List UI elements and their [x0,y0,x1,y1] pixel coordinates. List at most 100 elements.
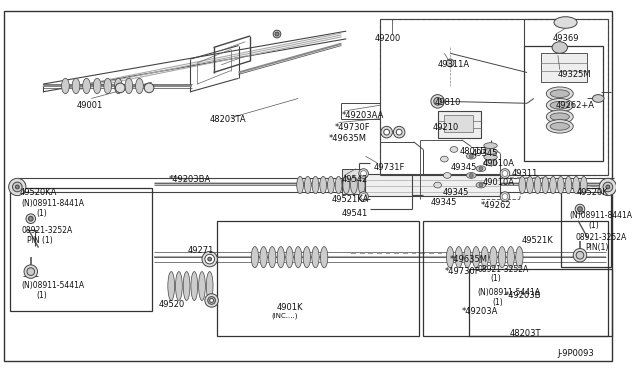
Text: 49311: 49311 [512,169,538,178]
Text: 49010A: 49010A [483,178,515,187]
Ellipse shape [115,78,122,94]
Ellipse shape [484,154,497,160]
Text: (1): (1) [492,298,503,307]
Text: 08921-3252A: 08921-3252A [575,233,627,242]
Bar [541,53,587,82]
Ellipse shape [550,90,570,97]
Ellipse shape [312,176,319,194]
Ellipse shape [335,176,342,194]
Text: 49210: 49210 [433,122,459,132]
Circle shape [446,59,454,67]
Ellipse shape [358,176,365,194]
Circle shape [202,251,218,267]
Ellipse shape [321,247,328,268]
Circle shape [434,97,442,105]
Ellipse shape [481,247,488,268]
Ellipse shape [500,192,510,201]
Ellipse shape [552,42,568,53]
Ellipse shape [125,78,132,94]
Text: *49203A: *49203A [461,307,498,316]
Ellipse shape [328,176,334,194]
Ellipse shape [444,173,451,178]
Circle shape [205,294,218,307]
Ellipse shape [175,272,182,301]
Text: 49810: 49810 [435,99,461,108]
Ellipse shape [484,143,497,148]
Ellipse shape [502,171,508,176]
Ellipse shape [320,176,326,194]
Ellipse shape [136,78,143,94]
Circle shape [606,185,610,189]
Text: 49345: 49345 [431,198,457,206]
Text: 48203T: 48203T [510,329,541,338]
Text: (N)08911-5441A: (N)08911-5441A [477,288,540,297]
Text: (1): (1) [36,209,47,218]
Text: 49311A: 49311A [438,60,470,69]
Circle shape [275,32,279,36]
Ellipse shape [547,110,573,124]
Ellipse shape [507,247,515,268]
Bar [524,46,603,161]
Ellipse shape [476,182,486,188]
Text: 49542: 49542 [342,176,368,185]
Text: 08921-3252A: 08921-3252A [477,265,528,274]
Text: (1): (1) [589,221,600,230]
Ellipse shape [550,122,570,130]
Ellipse shape [464,247,471,268]
Ellipse shape [484,160,497,166]
Circle shape [573,248,587,262]
Circle shape [24,265,38,278]
Ellipse shape [467,173,476,178]
Bar [438,111,481,138]
Ellipse shape [305,176,311,194]
Ellipse shape [351,176,357,194]
Ellipse shape [297,176,303,194]
Text: *49635M: *49635M [329,134,367,143]
Ellipse shape [573,176,579,194]
Text: 49521KA: 49521KA [332,195,369,203]
Ellipse shape [361,171,367,176]
Ellipse shape [547,120,573,133]
Ellipse shape [359,169,369,178]
Circle shape [599,178,616,196]
Text: 49001: 49001 [77,101,103,110]
Ellipse shape [519,176,525,194]
Text: *49730F: *49730F [444,267,480,276]
Circle shape [15,185,19,189]
Ellipse shape [490,247,497,268]
Circle shape [394,126,405,138]
Text: 49520KA: 49520KA [19,188,56,197]
Text: 49731F: 49731F [373,163,404,172]
Text: (1): (1) [490,275,501,283]
Text: 49345: 49345 [442,188,469,197]
Ellipse shape [83,78,90,94]
Circle shape [273,30,281,38]
Text: *49203B: *49203B [505,291,541,300]
Ellipse shape [303,247,310,268]
Ellipse shape [554,17,577,28]
Text: PIN(1): PIN(1) [585,243,608,252]
Ellipse shape [550,113,570,121]
Ellipse shape [343,176,349,194]
Circle shape [9,178,26,196]
Bar [561,188,611,267]
Ellipse shape [440,156,448,162]
Ellipse shape [499,247,506,268]
Ellipse shape [557,176,564,194]
Ellipse shape [286,247,293,268]
Ellipse shape [516,247,523,268]
Ellipse shape [104,78,111,94]
Text: 08921-3252A: 08921-3252A [21,227,72,235]
Circle shape [210,299,214,302]
Ellipse shape [191,272,198,301]
Ellipse shape [547,99,573,112]
Circle shape [144,83,154,93]
Ellipse shape [294,247,302,268]
Circle shape [575,204,585,214]
Ellipse shape [500,169,510,178]
Ellipse shape [565,176,572,194]
Ellipse shape [450,147,458,153]
Text: 49541: 49541 [342,209,368,218]
Ellipse shape [467,153,476,159]
Ellipse shape [61,78,69,94]
